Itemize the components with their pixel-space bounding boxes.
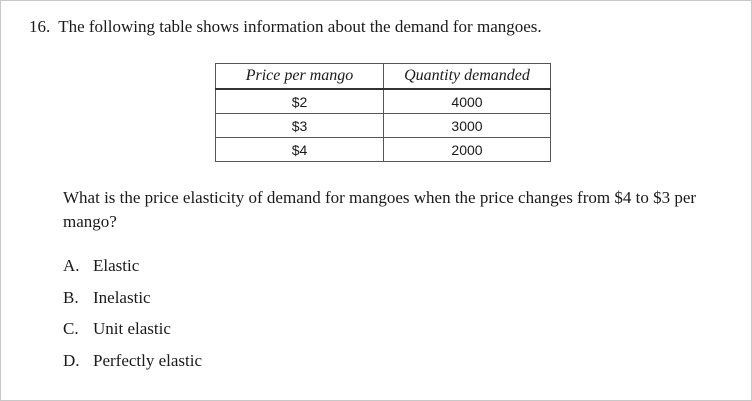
header-quantity: Quantity demanded [383,63,551,90]
header-price: Price per mango [215,63,384,90]
choice-text: Unit elastic [93,319,171,338]
quantity-cell: 4000 [383,88,551,114]
question-number: 16. [29,17,51,36]
table-row: $4 2000 [215,137,551,162]
quantity-cell: 2000 [383,137,551,162]
choice-b[interactable]: B. Inelastic [63,288,202,320]
table-row: $3 3000 [215,113,551,138]
answer-choices: A. Elastic B. Inelastic C. Unit elastic D. P… [63,256,202,382]
quantity-cell: 3000 [383,113,551,138]
question-text: The following table shows information ab… [58,17,542,36]
choice-letter: D. [63,350,80,370]
table-header-row: Price per mango Quantity demanded [215,63,551,90]
price-cell: $2 [215,88,384,114]
price-cell: $4 [215,137,384,162]
table-row: $2 4000 [215,88,551,114]
question-prompt: What is the price elasticity of demand f… [63,188,697,231]
choice-letter: A. [63,256,80,275]
choice-text: Inelastic [93,287,151,307]
choice-text: Perfectly elastic [93,350,203,370]
choice-d[interactable]: D. Perfectly elastic [63,351,202,383]
choice-text: Elastic [93,256,140,275]
question-stem: 16. The following table shows informatio… [29,17,542,37]
choice-letter: B. [63,287,79,307]
demand-table: Price per mango Quantity demanded $2 400… [215,63,551,162]
choice-c[interactable]: C. Unit elastic [63,319,202,351]
price-cell: $3 [215,113,384,138]
choice-a[interactable]: A. Elastic [63,256,202,288]
choice-letter: C. [63,319,79,338]
